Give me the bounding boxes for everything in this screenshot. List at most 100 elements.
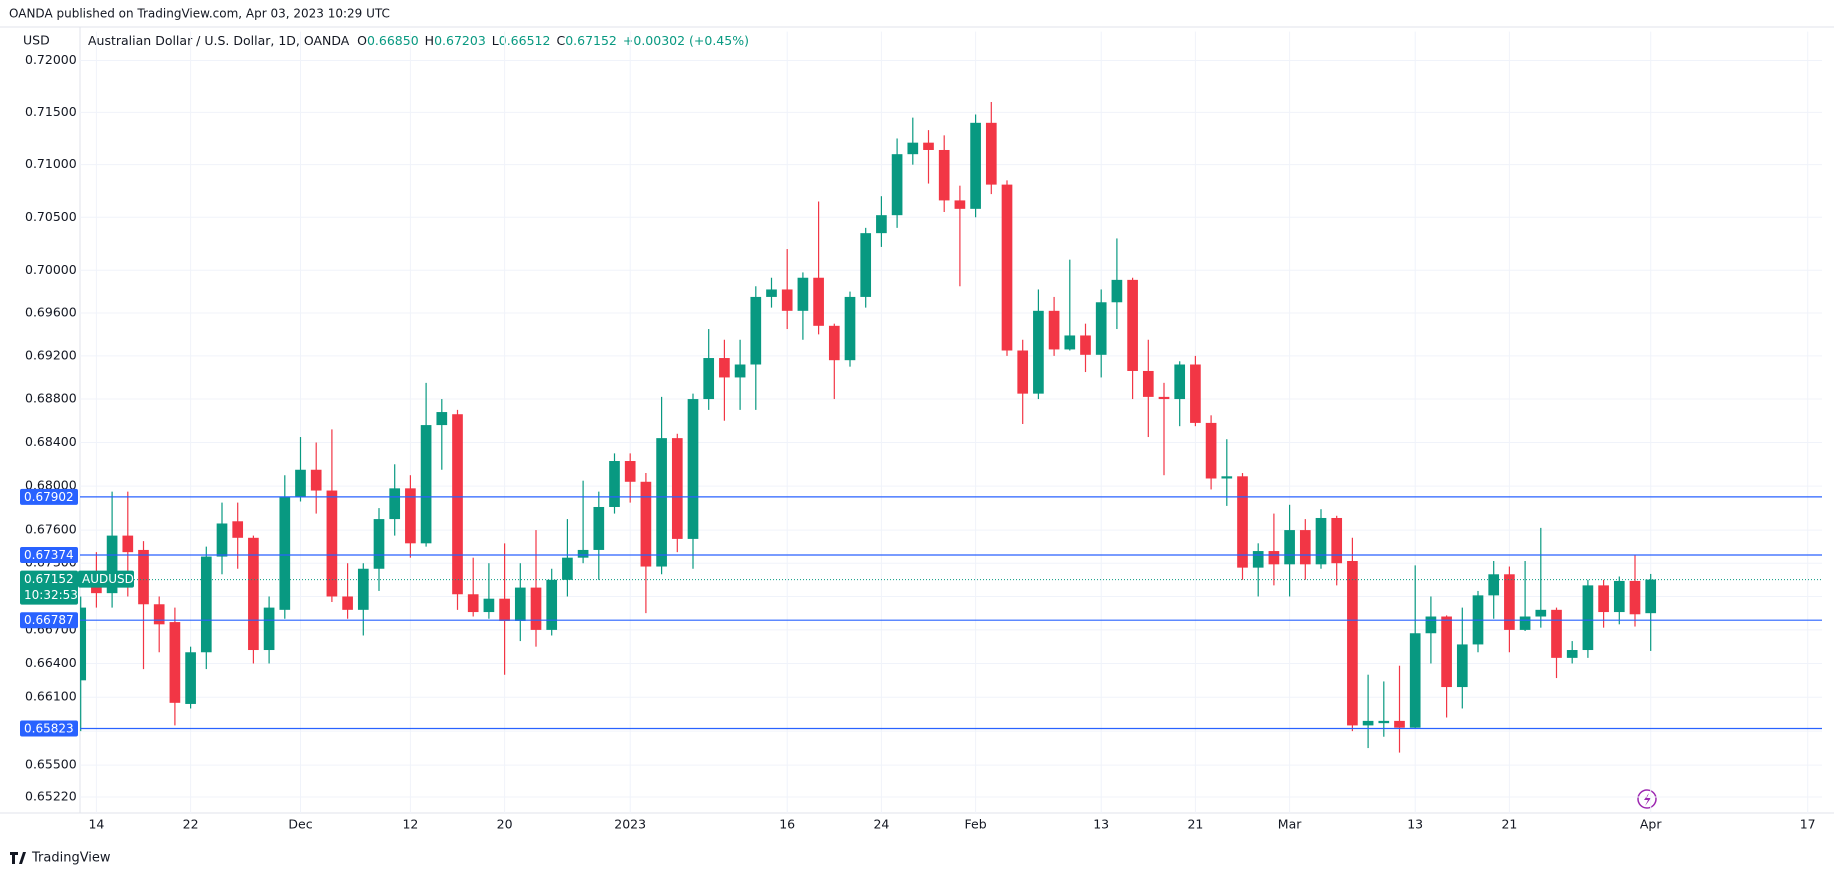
candle-body [1378,720,1390,724]
candle-body [938,149,950,201]
y-tick-label: 0.65500 [25,757,77,772]
y-tick-label: 0.71000 [25,156,77,171]
candle-body [467,594,479,613]
candle-body [719,358,730,378]
x-tick-label: Apr [1640,817,1662,832]
x-tick-label: 12 [402,817,418,832]
candle-body [1441,616,1452,688]
candle-body [1645,579,1657,614]
candle-body [1299,530,1311,565]
candle-body [420,425,432,544]
brand: TradingView [31,851,111,866]
y-tick-label: 0.69600 [25,304,77,319]
candle-body [483,598,495,613]
y-tick-label: 0.71500 [25,104,77,119]
candle-body [1347,560,1358,726]
candle-body [1190,364,1201,423]
candle-body [970,122,981,209]
candle-body [1535,609,1547,617]
candle-body [1409,633,1421,728]
y-tick-label: 0.66400 [25,655,77,670]
y-tick-label: 0.70000 [25,262,77,277]
candle-body [530,587,542,630]
x-tick-label: 2023 [614,817,646,832]
candle-body [357,568,369,610]
symbol-label: AUDUSD [82,572,134,586]
candle-body [1111,279,1123,303]
candle-body [1504,574,1515,630]
countdown: 10:32:53 [24,588,78,602]
candle-body [577,549,589,558]
candle-body [828,325,840,361]
grid [80,31,1822,813]
x-tick-label: Mar [1278,817,1302,832]
candle-body [781,289,793,311]
currency: USD [23,33,50,48]
candle-body [452,414,463,595]
candle-body [279,497,291,610]
candle-body [813,277,824,326]
candle-body [91,585,102,594]
x-tick-label: 22 [183,817,199,832]
candle-body [1613,580,1625,613]
level-label-box [20,488,78,505]
y-tick-label: 0.70500 [25,209,77,224]
ohlc-key: H [425,33,434,48]
x-tick-label: 17 [1800,817,1816,832]
x-tick-label: 13 [1407,817,1423,832]
candle-body [876,215,887,234]
candle-body [138,549,149,605]
y-tick-label: 0.65220 [25,788,77,803]
x-tick-label: Feb [965,817,987,832]
candle-body [1252,551,1264,568]
y-tick-label: 0.66100 [25,689,77,704]
x-tick-label: 20 [497,817,513,832]
candle-body [1488,574,1500,596]
candle-body [1080,335,1091,355]
candle-body [185,652,196,704]
ohlc-key: L [492,33,499,48]
candle-body [499,598,510,621]
symbol-label-box [78,570,134,588]
ohlc-key: C [556,33,565,48]
candle-body [216,523,228,557]
symbol: Australian Dollar / U.S. Dollar, 1D, OAN… [88,33,350,48]
symbol-legend: Australian Dollar / U.S. Dollar, 1D, OAN… [88,33,749,48]
candle-body [1629,580,1641,615]
y-tick-label: 0.67600 [25,522,77,537]
candle-body [656,438,667,567]
candle-body [200,556,212,653]
candle-body [342,596,353,610]
candle-body [1017,350,1029,394]
y-tick-label: 0.68800 [25,391,77,406]
candle-body [263,607,275,651]
candle-body [153,604,165,625]
candle-body [1315,517,1327,565]
candle-body [640,481,652,567]
x-tick-label: 21 [1501,817,1517,832]
candle-body [609,461,620,507]
candle-body [1598,585,1609,613]
candle-body [1582,585,1594,651]
ohlc-value: 0.66850 [367,33,419,48]
candle-body [593,506,605,550]
candle-body [734,364,746,378]
candle-body [546,579,558,630]
candle-body [310,469,322,491]
candle-body [169,622,181,703]
candle-body [373,519,385,569]
level-label: 0.67374 [24,548,74,562]
candle-body [295,469,306,498]
candle-body [766,289,777,297]
ohlc-value: 0.67203 [434,33,486,48]
candle-body [389,488,401,520]
candle-body [1284,530,1295,565]
level-label: 0.65823 [24,721,74,735]
candle-body [1362,720,1374,726]
candle-body [923,142,934,150]
candle-body [844,296,856,361]
candle-body [671,438,683,539]
candle-body [1394,720,1405,728]
current-price-label: 0.67152 [24,572,74,586]
candle-body [1095,302,1107,355]
